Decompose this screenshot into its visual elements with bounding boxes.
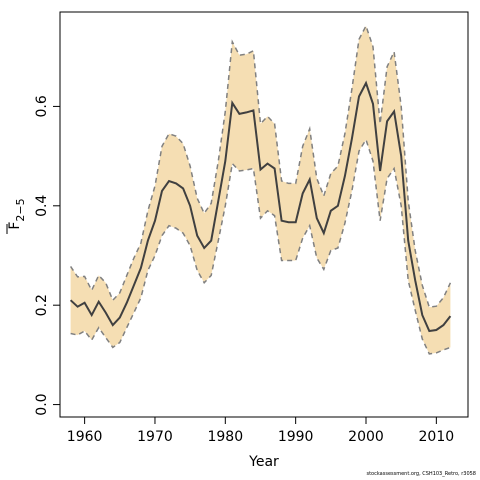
- lower-bound-line: [70, 137, 451, 355]
- confidence-band: [70, 25, 451, 354]
- x-tick-label: 2010: [419, 429, 455, 445]
- estimate-line: [69, 80, 452, 333]
- x-axis: 1960 1970 1980 1990 2000 2010: [67, 417, 454, 445]
- x-tick-label: 1970: [137, 429, 173, 445]
- y-tick-label: 0.6: [34, 95, 50, 117]
- y-axis-title-main: F: [7, 222, 23, 230]
- x-tick-label: 1990: [278, 429, 314, 445]
- y-tick-label: 0.4: [34, 195, 50, 217]
- svg-text:F2−5: F2−5: [7, 198, 27, 229]
- y-tick-label: 0.2: [34, 294, 50, 316]
- upper-bound-line: [69, 23, 452, 309]
- footer-credit: stockassessment.org, CSH103_Retro, r3058: [366, 471, 476, 477]
- x-axis-title: Year: [248, 454, 279, 470]
- x-tick-label: 1980: [207, 429, 243, 445]
- plot-frame: [59, 11, 469, 418]
- y-axis: 0.0 0.2 0.4 0.6: [34, 95, 60, 416]
- y-axis-title-sub: 2−5: [14, 198, 27, 221]
- y-axis-title: F2−5: [7, 198, 27, 229]
- x-tick-label: 2000: [348, 429, 384, 445]
- y-tick-label: 0.0: [34, 393, 50, 415]
- x-tick-label: 1960: [67, 429, 103, 445]
